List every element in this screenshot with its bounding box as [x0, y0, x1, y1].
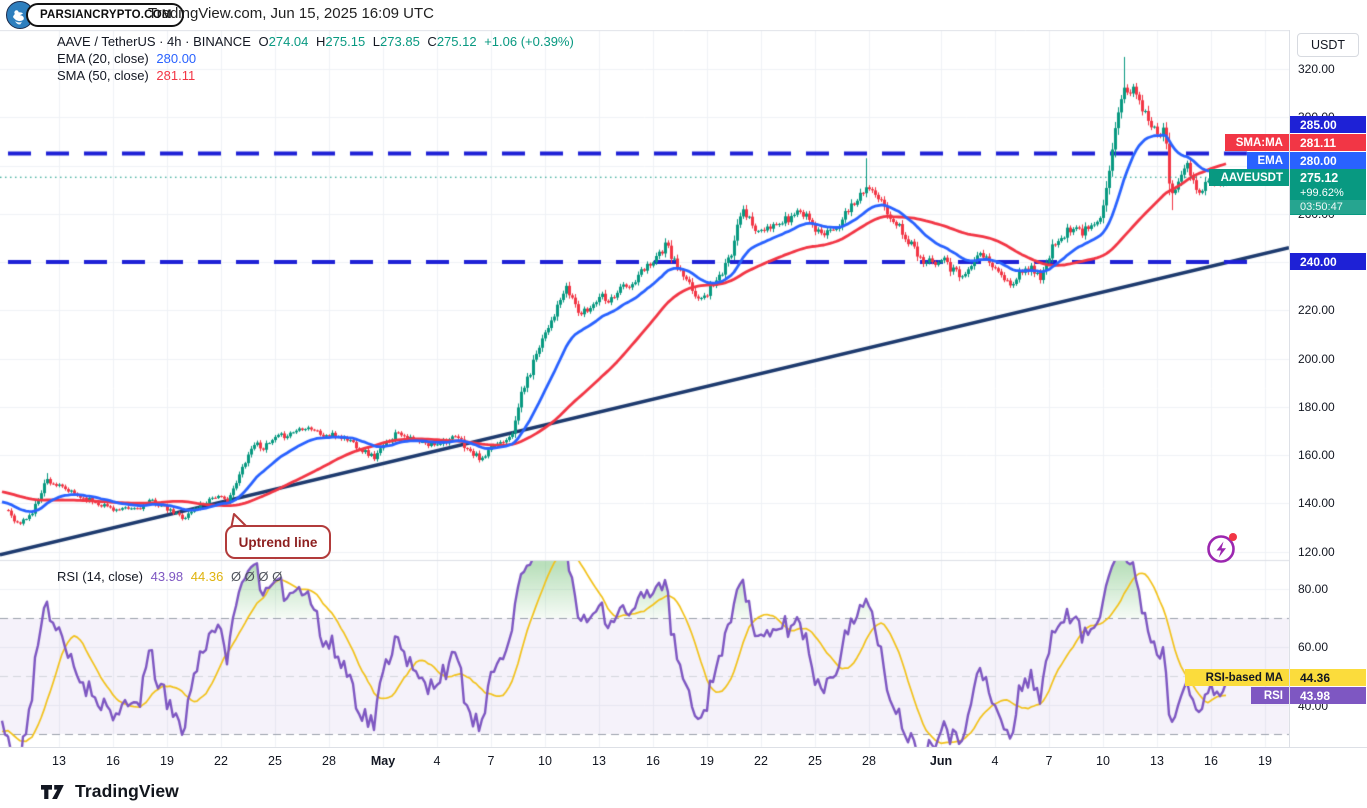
sma-label: SMA (50, close): [57, 68, 149, 83]
time-tick-label: 19: [700, 754, 714, 768]
time-tick-label: 4: [991, 754, 999, 768]
sma-legend-row[interactable]: SMA (50, close) 281.11: [57, 68, 199, 83]
time-tick-label: 16: [646, 754, 660, 768]
sma-axis-value: 281.11: [1290, 134, 1366, 151]
time-tick-label: 19: [160, 754, 174, 768]
parsiancrypto-logo-text: PARSIANCRYPTO.COM: [26, 3, 184, 27]
time-tick-label: Jun: [929, 754, 953, 768]
close-value: 275.12: [436, 34, 477, 49]
time-tick-label: 7: [1045, 754, 1053, 768]
time-tick-label: 19: [1258, 754, 1272, 768]
open-value: 274.04: [268, 34, 309, 49]
level-240-badge[interactable]: 240.00: [1290, 253, 1366, 270]
time-tick-label: 22: [754, 754, 768, 768]
price-tick-label: 220.00: [1298, 303, 1335, 318]
low-value: 273.85: [380, 34, 420, 49]
price-tick-label: 140.00: [1298, 496, 1335, 511]
rsi-legend-row[interactable]: RSI (14, close) 43.98 44.36 Ø Ø Ø Ø: [57, 569, 286, 584]
time-tick-label: 16: [106, 754, 120, 768]
footer-bar: TradingView: [0, 775, 1367, 808]
time-tick-label: 16: [1204, 754, 1218, 768]
symbol-name: AAVE / TetherUS · 4h · BINANCE: [57, 34, 251, 49]
rsi-axis-value: 43.98: [1290, 687, 1366, 704]
time-tick-label: 25: [268, 754, 282, 768]
uptrend-line-callout[interactable]: Uptrend line: [216, 510, 342, 562]
time-tick-label: 10: [538, 754, 552, 768]
currency-toggle-button[interactable]: USDT: [1297, 33, 1359, 57]
last-price-block[interactable]: 275.12 +99.62% 03:50:47: [1290, 169, 1366, 215]
bar-countdown: 03:50:47: [1290, 200, 1366, 214]
time-tick-label: May: [370, 754, 396, 768]
close-key: C: [427, 34, 437, 49]
top-bar: PARSIANCRYPTO.COM TradingView.com, Jun 1…: [0, 0, 1367, 30]
rsi-tick-label: 80.00: [1298, 582, 1329, 596]
high-value: 275.15: [325, 34, 366, 49]
time-tick-label: 4: [433, 754, 441, 768]
ema-value: 280.00: [156, 51, 197, 66]
rsi-unset-inputs: Ø Ø Ø Ø: [230, 569, 283, 584]
low-key: L: [372, 34, 381, 49]
ema-legend-row[interactable]: EMA (20, close) 280.00: [57, 51, 200, 66]
rsi-ma-axis-value: 44.36: [1290, 669, 1366, 686]
price-tick-label: 320.00: [1298, 62, 1335, 76]
time-tick-label: 10: [1096, 754, 1110, 768]
level-285-badge[interactable]: 285.00: [1290, 116, 1366, 133]
time-tick-label: 25: [808, 754, 822, 768]
high-key: H: [316, 34, 326, 49]
sma-axis-tag: SMA:MA: [1225, 134, 1289, 151]
price-tick-label: 120.00: [1298, 544, 1335, 559]
tradingview-logo-icon[interactable]: [40, 782, 66, 802]
time-tick-label: 28: [322, 754, 336, 768]
rsi-ma-value: 44.36: [190, 569, 224, 584]
sma-value: 281.11: [156, 68, 196, 83]
symbol-axis-tag: AAVEUSDT: [1209, 169, 1289, 186]
price-tick-label: 200.00: [1298, 351, 1335, 366]
time-tick-label: 7: [487, 754, 495, 768]
rsi-value: 43.98: [150, 569, 184, 584]
rsi-ma-axis-tag: RSI-based MA: [1185, 669, 1289, 686]
rsi-label: RSI (14, close): [57, 569, 143, 584]
time-tick-label: 13: [592, 754, 606, 768]
ema-axis-value: 280.00: [1290, 152, 1366, 169]
time-axis[interactable]: [0, 747, 1367, 776]
price-tick-label: 160.00: [1298, 448, 1335, 462]
change-value: +1.06 (+0.39%): [484, 34, 574, 49]
time-tick-label: 28: [862, 754, 876, 768]
rsi-tick-label: 60.00: [1298, 640, 1329, 654]
time-tick-label: 13: [1150, 754, 1164, 768]
change-percent: +99.62%: [1300, 187, 1344, 199]
symbol-legend-row[interactable]: AAVE / TetherUS · 4h · BINANCE O274.04 H…: [57, 34, 578, 49]
open-key: O: [258, 34, 269, 49]
time-tick-label: 22: [214, 754, 228, 768]
rsi-axis-tag: RSI: [1251, 687, 1289, 704]
ema-label: EMA (20, close): [57, 51, 149, 66]
ema-axis-tag: EMA: [1247, 152, 1289, 169]
tradingview-logo-text[interactable]: TradingView: [75, 781, 179, 801]
time-tick-label: 13: [52, 754, 66, 768]
price-tick-label: 180.00: [1298, 399, 1335, 414]
page-title: TradingView.com, Jun 15, 2025 16:09 UTC: [148, 5, 434, 22]
uptrend-label-text: Uptrend line: [239, 535, 318, 550]
last-price: 275.12: [1300, 171, 1339, 185]
flash-alert-icon[interactable]: [1202, 528, 1246, 566]
